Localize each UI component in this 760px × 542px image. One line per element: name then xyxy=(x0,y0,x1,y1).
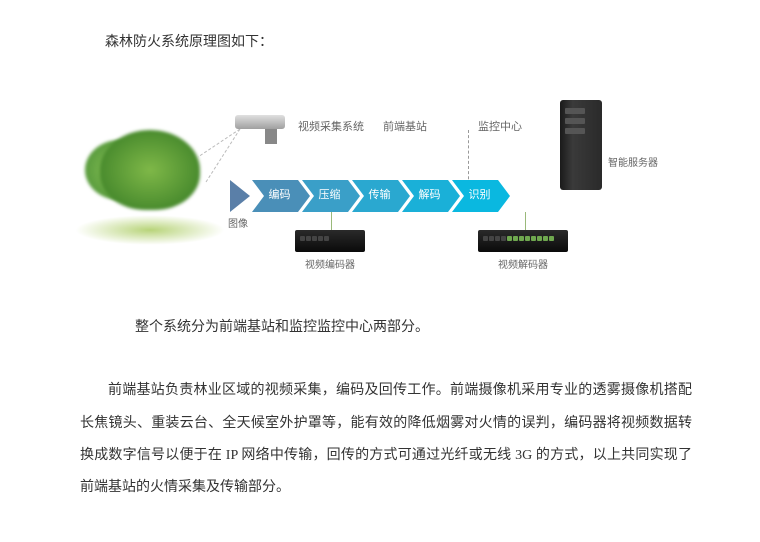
flow-start-label: 图像 xyxy=(218,216,258,234)
camera-icon xyxy=(235,115,295,140)
paragraph-1: 整个系统分为前端基站和监控监控中心两部分。 xyxy=(135,315,692,340)
section-label-front: 前端基站 xyxy=(383,118,427,138)
page-title: 森林防火系统原理图如下： xyxy=(105,30,710,55)
server-label: 智能服务器 xyxy=(608,155,658,173)
start-shape xyxy=(230,180,250,212)
connector-line xyxy=(525,212,526,230)
section-label-monitor: 监控中心 xyxy=(478,118,522,138)
body-text: 整个系统分为前端基站和监控监控中心两部分。 前端基站负责林业区域的视频采集，编码… xyxy=(80,315,692,504)
server-icon xyxy=(560,100,602,190)
decoder-label: 视频解码器 xyxy=(498,257,548,275)
flow-step-label: 编码 xyxy=(269,186,291,206)
server-device: 智能服务器 xyxy=(560,100,602,190)
decoder-device: 视频解码器 xyxy=(478,230,568,275)
encoder-label: 视频编码器 xyxy=(305,257,355,275)
flow-step-label: 传输 xyxy=(369,186,391,206)
flow-step-label: 解码 xyxy=(419,186,441,206)
flow-step-identify: 识别 xyxy=(452,180,510,212)
connector-line xyxy=(331,212,332,230)
system-diagram: 视频采集系统 前端基站 监控中心 图像 编码 压缩 传输 解码 识别 xyxy=(80,75,680,275)
encoder-icon xyxy=(295,230,365,252)
decoder-icon xyxy=(478,230,568,252)
camera-label: 视频采集系统 xyxy=(298,118,364,138)
process-flow: 图像 编码 压缩 传输 解码 识别 xyxy=(230,180,502,212)
flow-step-label: 压缩 xyxy=(319,186,341,206)
encoder-device: 视频编码器 xyxy=(295,230,365,275)
flow-step-label: 识别 xyxy=(469,186,491,206)
paragraph-2: 前端基站负责林业区域的视频采集，编码及回传工作。前端摄像机采用专业的透雾摄像机搭… xyxy=(80,375,692,504)
